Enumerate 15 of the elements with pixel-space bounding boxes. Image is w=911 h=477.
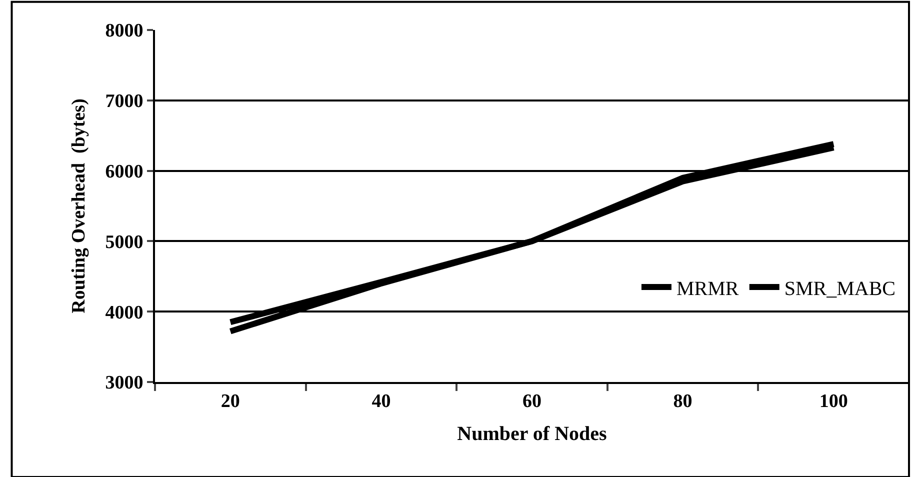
y-tick-label: 3000 — [105, 372, 144, 394]
y-tick-label: 7000 — [105, 91, 144, 112]
x-tick-label: 80 — [673, 390, 692, 412]
y-axis-title: Routing Overhead (bytes) — [68, 98, 90, 314]
x-axis-title: Number of Nodes — [457, 422, 608, 445]
y-tick-label: 5000 — [105, 232, 144, 253]
legend-label: SMR_MABC — [784, 278, 896, 300]
y-tick-label: 8000 — [105, 20, 144, 42]
x-tick-label: 60 — [522, 390, 542, 412]
y-tick-label: 6000 — [105, 161, 144, 182]
x-tick-label: 20 — [220, 390, 240, 412]
x-tick-label: 100 — [819, 390, 848, 412]
legend-label: MRMR — [676, 278, 740, 300]
x-tick-label: 40 — [372, 390, 391, 412]
y-tick-label: 4000 — [105, 302, 144, 324]
